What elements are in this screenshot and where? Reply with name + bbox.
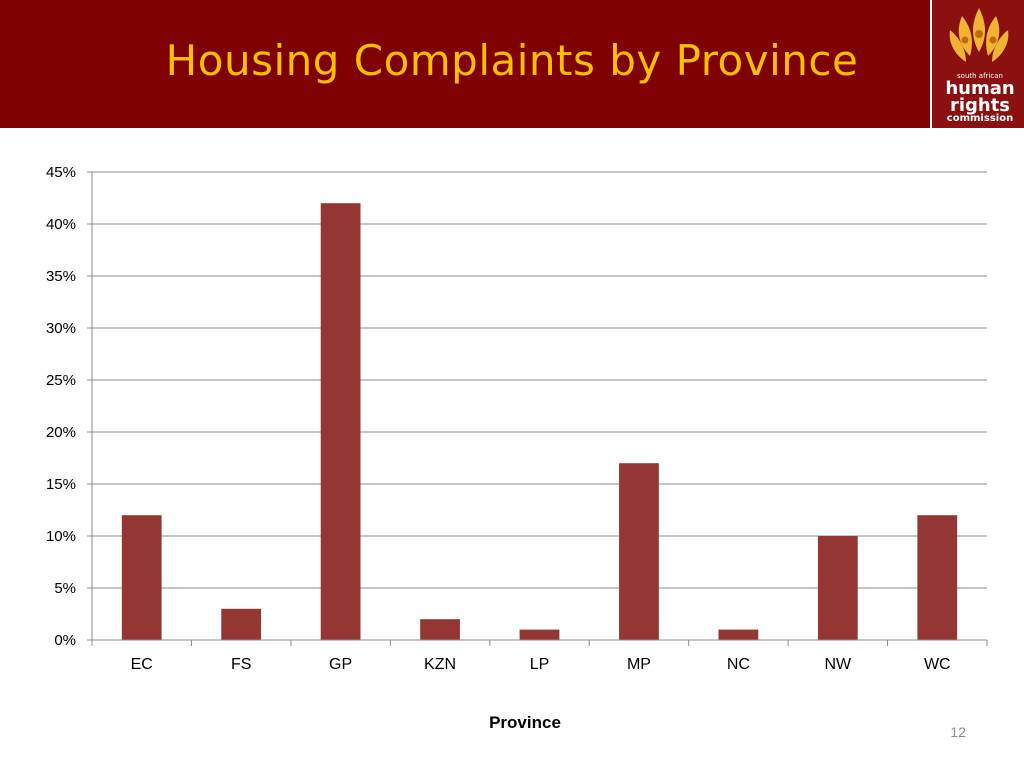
x-tick-label: MP bbox=[627, 656, 651, 673]
page-number: 12 bbox=[950, 724, 966, 740]
flame-people-icon bbox=[949, 8, 1009, 62]
bar bbox=[619, 463, 659, 640]
x-tick-label: KZN bbox=[424, 656, 456, 673]
bar bbox=[519, 629, 560, 640]
y-tick-label: 0% bbox=[54, 632, 76, 649]
bar-chart: 0% 5% 10% 15% 20% 25% 30% 35% 40% 45% EC FS GP KZN LP M… bbox=[46, 164, 988, 732]
x-tick-label: EC bbox=[131, 656, 153, 673]
y-tick-label: 45% bbox=[46, 164, 76, 181]
logo-text-line2: human bbox=[945, 78, 1015, 99]
x-tick-label: LP bbox=[530, 656, 550, 673]
slide-title: Housing Complaints by Province bbox=[165, 36, 859, 85]
bar bbox=[221, 608, 262, 640]
y-tick-label: 20% bbox=[46, 424, 76, 441]
y-tick-label: 10% bbox=[46, 528, 76, 545]
x-tick-label: NC bbox=[727, 656, 750, 673]
y-tick-label: 35% bbox=[46, 268, 76, 285]
x-tick-label: NW bbox=[825, 656, 853, 673]
logo-text-line4: commission bbox=[946, 113, 1014, 124]
logo-text-line3: rights bbox=[949, 95, 1011, 116]
y-tick-label: 40% bbox=[46, 216, 76, 233]
bar bbox=[320, 203, 361, 640]
y-tick-label: 15% bbox=[46, 476, 76, 493]
sahrc-logo: south african human rights commission bbox=[930, 0, 1024, 128]
logo-text-line1: south african bbox=[957, 72, 1003, 80]
bar bbox=[817, 536, 858, 640]
y-tick-label: 30% bbox=[46, 320, 76, 337]
bar bbox=[121, 515, 162, 640]
slide-header: Housing Complaints by Province south afr… bbox=[0, 0, 1024, 128]
x-tick-label: WC bbox=[924, 656, 951, 673]
bar bbox=[917, 515, 958, 640]
y-tick-label: 5% bbox=[54, 580, 76, 597]
x-axis-title: Province bbox=[489, 713, 561, 732]
x-tick-label: FS bbox=[231, 656, 251, 673]
y-tick-label: 25% bbox=[46, 372, 76, 389]
bar bbox=[718, 629, 759, 640]
x-tick-label: GP bbox=[329, 656, 352, 673]
bar bbox=[420, 619, 460, 640]
